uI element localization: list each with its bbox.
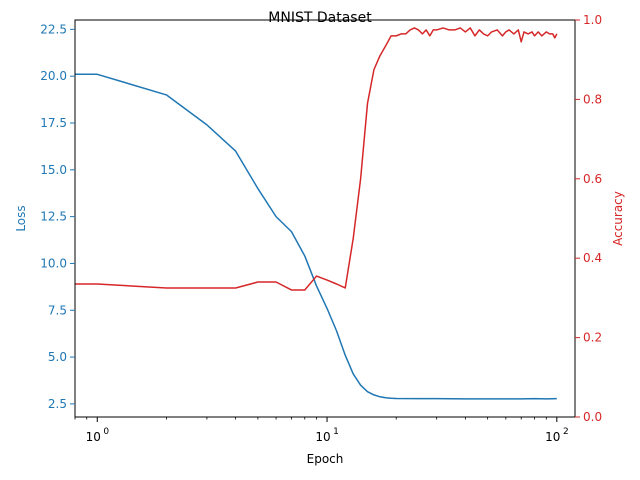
right-tick-label: 0.8	[583, 92, 602, 106]
chart-title: MNIST Dataset	[268, 10, 372, 26]
plot-frame	[74, 19, 576, 418]
series-line-loss	[75, 73, 557, 400]
left-axis-ticks: 2.5 5.0 7.5 10.0 12.5 15.0 17.5 20.0 22.5	[40, 22, 75, 411]
right-tick-label: 0.6	[583, 172, 602, 186]
left-tick-label: 17.5	[40, 116, 67, 130]
x-tick-label: 10	[86, 430, 101, 444]
x-tick-exponent: 2	[563, 427, 569, 437]
x-axis-label: Epoch	[307, 452, 344, 466]
x-tick-exponent: 0	[103, 427, 109, 437]
right-tick-label: 0.4	[583, 251, 602, 265]
x-tick-label: 10	[315, 430, 330, 444]
x-axis-ticks: 10 0 10 1 10 2	[74, 417, 569, 444]
left-tick-label: 22.5	[40, 22, 67, 36]
left-tick-label: 12.5	[40, 210, 67, 224]
left-tick-label: 5.0	[48, 350, 67, 364]
right-tick-label: 0.0	[583, 410, 602, 424]
left-tick-label: 20.0	[40, 69, 67, 83]
left-tick-label: 15.0	[40, 163, 67, 177]
right-axis-label: Accuracy	[611, 191, 625, 246]
x-tick-label: 10	[545, 430, 560, 444]
right-axis-ticks: 0.0 0.2 0.4 0.6 0.8 1.0	[575, 13, 602, 424]
left-axis-label: Loss	[14, 205, 28, 231]
left-tick-label: 7.5	[48, 303, 67, 317]
right-tick-label: 1.0	[583, 13, 602, 27]
series-layer	[75, 27, 558, 400]
right-tick-label: 0.2	[583, 331, 602, 345]
left-tick-label: 10.0	[40, 256, 67, 270]
left-tick-label: 2.5	[48, 397, 67, 411]
series-line-accuracy	[75, 27, 558, 291]
x-tick-exponent: 1	[333, 427, 339, 437]
